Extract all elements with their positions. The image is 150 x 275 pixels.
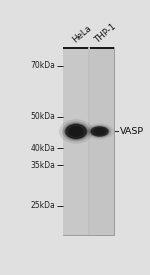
Ellipse shape (64, 123, 88, 140)
Ellipse shape (91, 126, 109, 137)
Ellipse shape (90, 126, 110, 137)
Bar (90, 47, 114, 49)
Ellipse shape (85, 123, 114, 140)
Text: THP-1: THP-1 (94, 21, 119, 45)
Bar (90, 47, 114, 235)
Text: 35kDa: 35kDa (30, 161, 55, 170)
Ellipse shape (65, 124, 87, 139)
Text: 70kDa: 70kDa (30, 61, 55, 70)
Text: HeLa: HeLa (71, 24, 93, 45)
Text: 25kDa: 25kDa (31, 201, 55, 210)
Ellipse shape (59, 119, 93, 144)
Text: VASP: VASP (120, 127, 144, 136)
Bar (63, 47, 114, 235)
Bar (63, 47, 88, 49)
Ellipse shape (69, 126, 84, 137)
Bar (63, 47, 88, 235)
Ellipse shape (62, 122, 90, 141)
Text: 40kDa: 40kDa (30, 144, 55, 153)
Ellipse shape (93, 128, 106, 135)
Ellipse shape (88, 125, 111, 138)
Text: 50kDa: 50kDa (30, 112, 55, 121)
